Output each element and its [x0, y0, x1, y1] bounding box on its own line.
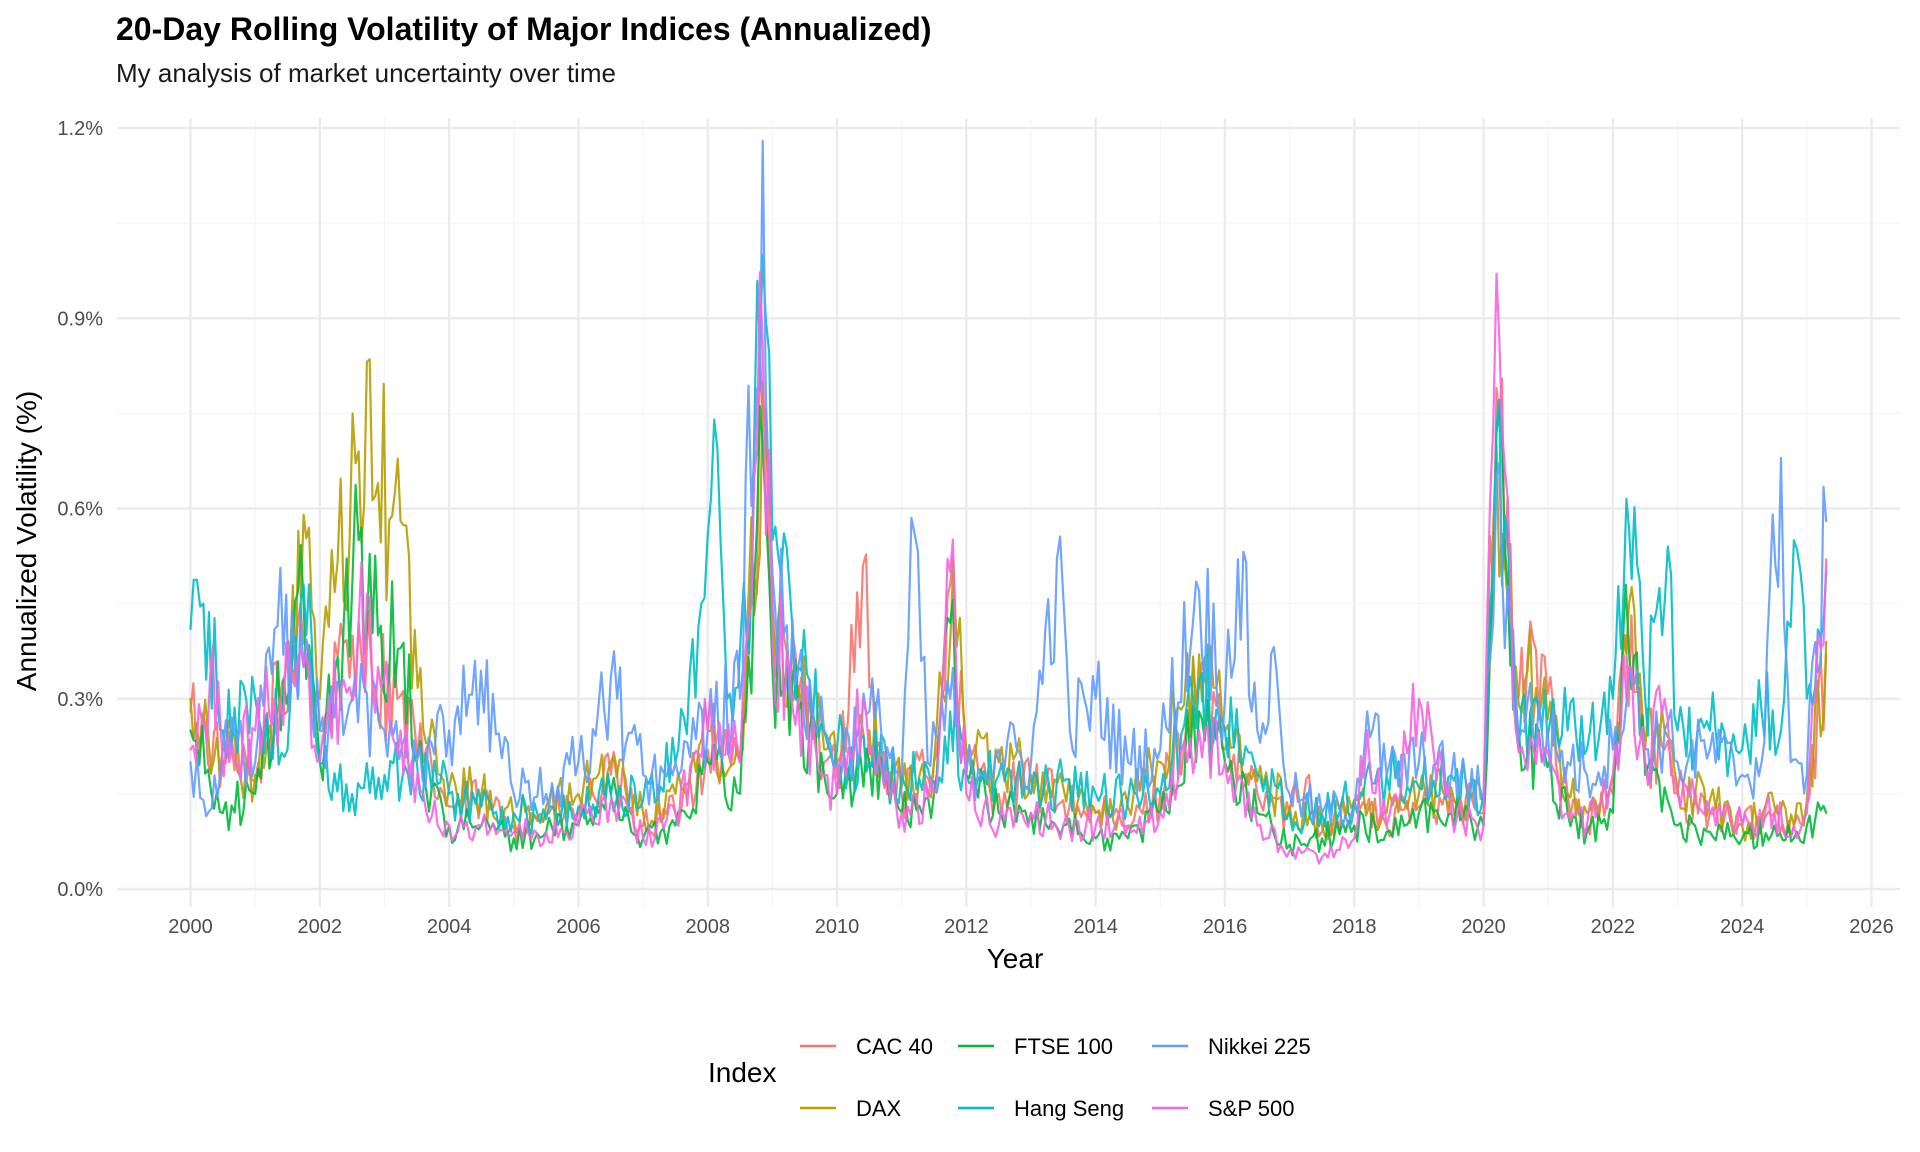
x-tick-label: 2016	[1203, 916, 1248, 938]
y-tick-label: 1.2%	[57, 118, 103, 140]
chart-title: 20-Day Rolling Volatility of Major Indic…	[116, 11, 932, 47]
x-tick-label: 2014	[1073, 916, 1118, 938]
series-lines	[189, 139, 1828, 865]
x-tick-label: 2010	[815, 916, 860, 938]
x-tick-label: 2006	[556, 916, 601, 938]
legend: Index CAC 40 DAX FTSE 100 Hang Seng Nikkei 2…	[708, 1034, 1311, 1121]
y-axis-title: Annualized Volatility (%)	[11, 391, 42, 691]
chart-subtitle: My analysis of market uncertainty over t…	[116, 58, 616, 88]
x-axis-title: Year	[987, 943, 1044, 974]
x-tick-label: 2024	[1720, 916, 1765, 938]
legend-label-s-p-500: S&P 500	[1208, 1096, 1294, 1121]
legend-items: CAC 40 DAX FTSE 100 Hang Seng Nikkei 225 S&P …	[800, 1034, 1311, 1121]
legend-label-cac-40: CAC 40	[856, 1034, 933, 1059]
x-tick-label: 2012	[944, 916, 989, 938]
x-tick-label: 2022	[1591, 916, 1636, 938]
legend-label-ftse-100: FTSE 100	[1014, 1034, 1113, 1059]
x-tick-label: 2002	[298, 916, 343, 938]
y-tick-label: 0.9%	[57, 308, 103, 330]
y-tick-label: 0.0%	[57, 879, 103, 901]
legend-label-nikkei-225: Nikkei 225	[1208, 1034, 1311, 1059]
x-tick-labels: 2000 2002 2004 2006 2008 2010 2012 2014 2016 2018…	[168, 916, 1894, 938]
x-tick-label: 2000	[168, 916, 213, 938]
x-tick-label: 2026	[1849, 916, 1894, 938]
series-line-s-p-500	[189, 271, 1828, 865]
legend-title: Index	[708, 1057, 777, 1088]
y-tick-label: 0.6%	[57, 499, 103, 521]
x-tick-label: 2018	[1332, 916, 1377, 938]
y-tick-label: 0.3%	[57, 689, 103, 711]
y-tick-labels: 0.0% 0.3% 0.6% 0.9% 1.2%	[57, 118, 103, 901]
series-line-hang-seng	[189, 253, 1828, 835]
x-tick-label: 2008	[685, 916, 730, 938]
legend-label-hang-seng: Hang Seng	[1014, 1096, 1124, 1121]
series-line-nikkei-225	[189, 139, 1828, 829]
legend-label-dax: DAX	[856, 1096, 902, 1121]
x-tick-label: 2020	[1461, 916, 1506, 938]
x-tick-label: 2004	[427, 916, 472, 938]
